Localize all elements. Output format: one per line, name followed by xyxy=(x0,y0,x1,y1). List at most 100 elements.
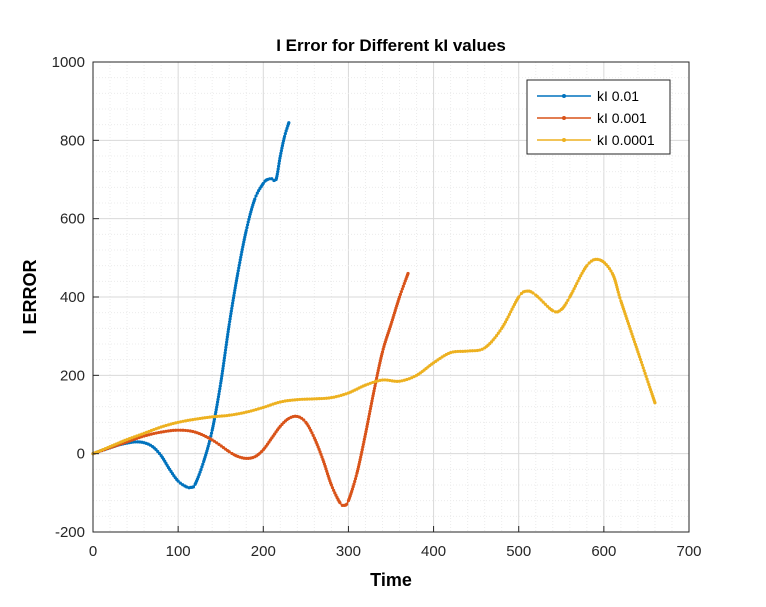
data-point xyxy=(312,397,316,401)
data-point xyxy=(219,376,224,381)
data-point xyxy=(541,300,545,304)
data-point xyxy=(197,473,201,477)
data-point xyxy=(505,317,509,322)
data-point xyxy=(217,392,221,396)
data-point xyxy=(376,379,380,383)
data-point xyxy=(130,438,134,442)
data-point xyxy=(276,170,280,174)
data-point xyxy=(137,435,141,440)
data-point xyxy=(130,436,134,440)
data-point xyxy=(637,352,641,356)
data-point xyxy=(360,447,364,452)
data-point xyxy=(498,329,502,333)
data-point xyxy=(222,359,226,363)
y-tick-label: 200 xyxy=(60,367,85,384)
data-point xyxy=(266,404,270,408)
data-point xyxy=(345,502,349,506)
data-point xyxy=(643,371,647,376)
data-point xyxy=(237,266,241,270)
data-point xyxy=(236,271,240,276)
data-point xyxy=(286,399,290,403)
data-point xyxy=(232,293,236,298)
data-point xyxy=(363,432,368,436)
data-point xyxy=(234,283,238,288)
data-point xyxy=(365,425,369,429)
x-tick-label: 400 xyxy=(421,543,446,560)
data-point xyxy=(200,416,205,420)
data-point xyxy=(276,400,280,405)
data-point xyxy=(371,380,375,385)
data-point xyxy=(214,410,218,414)
data-point xyxy=(223,353,227,357)
data-point xyxy=(268,403,273,407)
data-point xyxy=(181,428,185,432)
data-point xyxy=(453,349,458,354)
data-point xyxy=(231,298,235,303)
data-point xyxy=(311,433,315,437)
data-point xyxy=(191,417,195,422)
data-point xyxy=(169,422,173,426)
data-point xyxy=(171,421,175,426)
data-point xyxy=(615,285,619,289)
data-point xyxy=(380,378,385,382)
data-point xyxy=(200,465,204,469)
data-point xyxy=(375,373,379,378)
data-point xyxy=(166,429,171,433)
data-point xyxy=(254,194,258,198)
data-point xyxy=(376,371,380,375)
data-point xyxy=(132,437,136,441)
data-point xyxy=(277,161,281,166)
data-point xyxy=(577,276,581,280)
data-point xyxy=(186,429,190,433)
data-point xyxy=(273,401,278,405)
data-point xyxy=(103,446,107,451)
data-point xyxy=(224,343,228,347)
data-point xyxy=(288,398,292,402)
data-point xyxy=(244,228,248,233)
data-point xyxy=(198,470,202,474)
data-point xyxy=(137,433,141,437)
data-point xyxy=(609,269,613,273)
data-point xyxy=(210,415,214,419)
series-3 xyxy=(91,257,657,456)
data-point xyxy=(216,397,220,402)
data-point xyxy=(300,397,304,401)
data-point xyxy=(451,350,455,354)
data-point xyxy=(571,289,575,293)
data-point xyxy=(315,397,319,401)
data-point xyxy=(218,384,222,388)
data-point xyxy=(161,424,166,428)
data-point xyxy=(277,159,282,163)
data-point xyxy=(644,374,648,378)
data-point xyxy=(330,486,335,490)
data-point xyxy=(237,263,241,267)
data-point xyxy=(247,215,252,219)
data-point xyxy=(147,433,151,437)
chart-title: I Error for Different kI values xyxy=(276,36,506,55)
data-point xyxy=(228,320,232,324)
data-point xyxy=(317,397,321,401)
data-point xyxy=(376,368,380,373)
data-point xyxy=(207,442,211,446)
data-point xyxy=(630,332,634,336)
data-point xyxy=(402,281,406,286)
data-point xyxy=(370,396,375,401)
data-point xyxy=(645,377,649,381)
data-point xyxy=(264,405,268,409)
data-point xyxy=(332,488,336,492)
data-point xyxy=(231,296,236,300)
data-point xyxy=(393,379,397,383)
data-point xyxy=(368,409,372,413)
data-point xyxy=(635,347,639,351)
data-point xyxy=(205,415,209,420)
data-point xyxy=(224,345,228,349)
legend: kI 0.01 kI 0.001 kI 0.0001 xyxy=(526,79,671,155)
x-tick-label: 200 xyxy=(251,543,276,560)
data-point xyxy=(325,469,329,473)
data-point xyxy=(362,440,366,444)
data-point xyxy=(410,376,414,380)
data-point xyxy=(298,397,302,402)
data-point xyxy=(164,423,168,428)
data-point xyxy=(309,428,313,432)
data-point xyxy=(169,429,173,433)
